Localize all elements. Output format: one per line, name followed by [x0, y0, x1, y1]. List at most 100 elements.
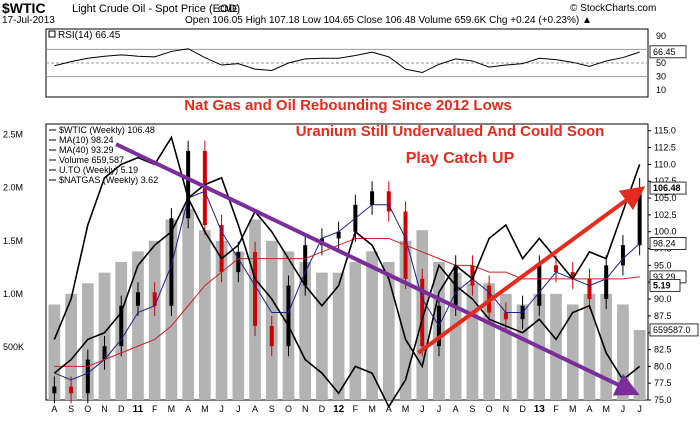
price-candle [52, 386, 57, 394]
price-candle [370, 191, 375, 205]
volume-bar [366, 251, 378, 400]
x-axis-label: N [101, 404, 108, 414]
ma10-line [54, 190, 640, 381]
x-axis-label: 12 [333, 404, 345, 415]
price-candle [587, 278, 592, 300]
x-axis-label: A [586, 404, 592, 414]
volume-axis-label: 500K [3, 342, 24, 352]
price-candle [420, 278, 425, 347]
price-candle [253, 251, 258, 326]
x-axis-label: S [469, 404, 475, 414]
price-axis-label: 90.0 [654, 294, 672, 304]
x-axis-label: D [519, 404, 526, 414]
x-axis-label: D [118, 404, 125, 414]
x-axis-label: 11 [133, 404, 144, 415]
x-axis-label: D [319, 404, 326, 414]
price-candle [85, 359, 90, 394]
annotation-text-2: Play Catch UP [406, 150, 515, 167]
volume-axis-label: 2.5M [3, 130, 23, 140]
volume-axis-label: 1.5M [3, 236, 23, 246]
rsi-legend-label: RSI(14) 66.45 [58, 30, 121, 41]
rsi-value-tag-box [649, 45, 687, 59]
instrument-description: Light Crude Oil - Spot Price (EOD) [72, 3, 241, 15]
price-candle [69, 386, 74, 394]
price-candle [637, 188, 642, 246]
x-axis-label: A [252, 404, 258, 414]
x-axis-label: J [420, 404, 425, 414]
volume-bar [316, 272, 328, 400]
x-axis-label: F [553, 404, 559, 414]
ma40-line [54, 237, 640, 367]
x-axis-label: A [185, 404, 191, 414]
legend-label-1: MA(10) 98.24 [59, 135, 114, 145]
price-axis-label: 100.0 [654, 227, 677, 237]
price-candle [102, 346, 107, 360]
volume-bar [232, 251, 245, 400]
x-axis-label: M [402, 404, 410, 414]
volume-value-tag: 659587.0 [653, 325, 691, 335]
price-axis-label: 107.5 [654, 176, 677, 186]
volume-bar [199, 230, 211, 400]
legend-label-0: $WTIC (Weekly) 106.48 [59, 125, 155, 135]
price-candle [219, 224, 224, 273]
price-axis-label: 102.5 [654, 210, 677, 220]
legend-label-2: MA(40) 93.29 [59, 145, 114, 155]
volume-bar [566, 304, 579, 400]
x-axis-label: S [269, 404, 275, 414]
x-axis-label: F [152, 404, 158, 414]
price-axis-label: 80.0 [654, 361, 672, 371]
volume-bar [600, 293, 613, 400]
price-candle [269, 325, 274, 347]
price-candle [537, 265, 542, 306]
volume-value-tag-box [649, 323, 699, 337]
volume-axis-label: 1.0M [3, 289, 23, 299]
price-candle [570, 272, 575, 279]
price-axis-label: 95.0 [654, 260, 672, 270]
natgas-line [53, 176, 641, 409]
x-axis-label: J [219, 404, 224, 414]
volume-bar [516, 304, 529, 400]
volume-bar [617, 304, 629, 400]
volume-value-tag-box [649, 278, 681, 292]
price-candle [604, 265, 609, 300]
price-candle [286, 285, 291, 347]
x-axis-label: M [569, 404, 577, 414]
price-axis-label: 112.5 [654, 143, 676, 153]
price-candle [119, 305, 124, 347]
price-candle [169, 218, 174, 306]
price-panel-frame [45, 123, 649, 401]
price-candle [152, 292, 157, 306]
x-axis-label: N [302, 404, 309, 414]
price-candle [336, 231, 341, 239]
volume-bar [633, 329, 646, 400]
price-value-tag: 93.29 [653, 272, 676, 282]
price-value-tag: 98.24 [653, 239, 676, 249]
uptrend-arrow [417, 186, 646, 355]
volume-bar [81, 283, 94, 400]
volume-axis-label: 2.0M [3, 183, 23, 193]
x-axis-label: A [386, 404, 392, 414]
annotation-text-0: Nat Gas and Oil Rebounding Since 2012 Lo… [184, 97, 512, 114]
rsi-line [54, 48, 640, 74]
legend-label-4: U.TO (Weekly) 5.19 [59, 165, 138, 175]
volume-bar [399, 240, 412, 400]
rsi-axis-label: 30 [656, 72, 666, 82]
price-candle [135, 292, 140, 306]
price-value-tag-box [649, 181, 687, 195]
x-axis-label: F [353, 404, 359, 414]
price-axis-label: 75.0 [654, 395, 672, 405]
watermark: © StockCharts.com [570, 3, 657, 14]
x-axis-label: O [486, 404, 493, 414]
volume-bar [48, 304, 61, 400]
legend-label-5: $NATGAS (Weekly) 3.62 [59, 175, 158, 185]
price-axis-label: 77.5 [654, 378, 672, 388]
volume-bar [449, 272, 462, 400]
x-axis-label: M [201, 404, 209, 414]
exchange-label: CME [218, 4, 238, 14]
volume-bar [466, 283, 479, 400]
chart-date: 17-Jul-2013 [2, 15, 55, 26]
volume-bar [349, 262, 362, 400]
x-axis-label: N [503, 404, 510, 414]
x-axis-label: S [68, 404, 74, 414]
